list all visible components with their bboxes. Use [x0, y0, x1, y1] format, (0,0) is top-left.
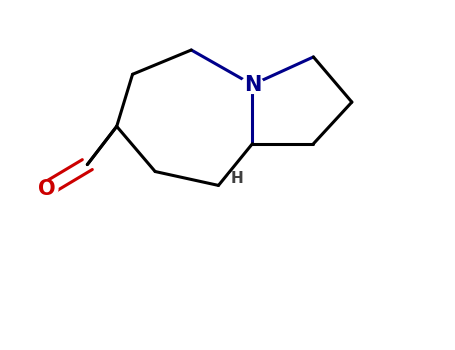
Circle shape	[228, 173, 244, 184]
Text: O: O	[38, 179, 56, 199]
Text: H: H	[230, 171, 243, 186]
Text: N: N	[244, 75, 261, 95]
Circle shape	[241, 76, 264, 93]
Circle shape	[35, 180, 58, 197]
